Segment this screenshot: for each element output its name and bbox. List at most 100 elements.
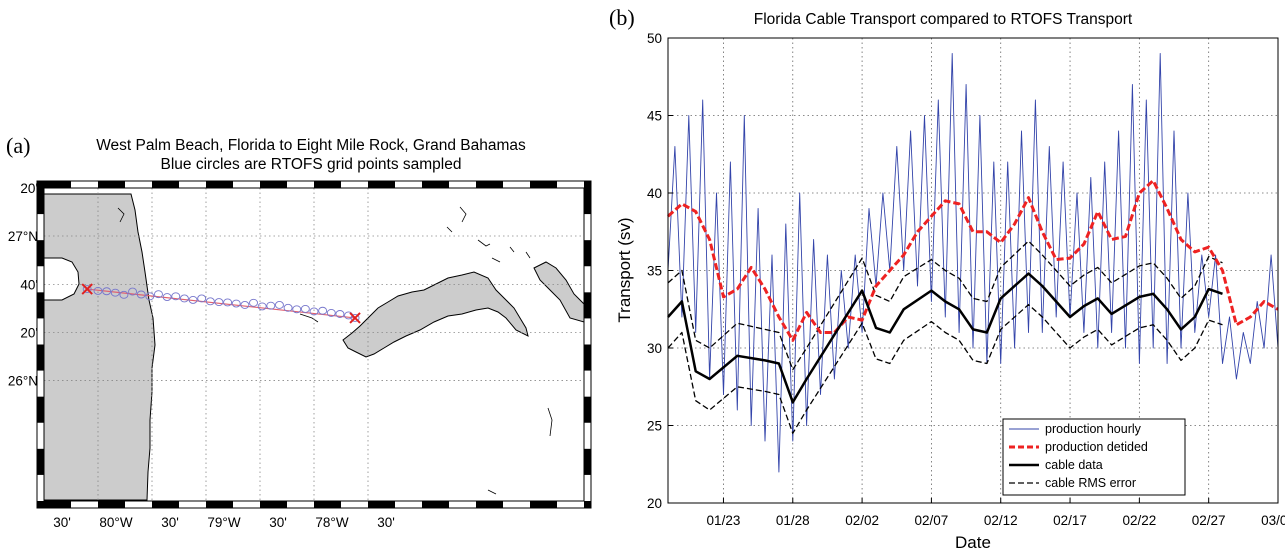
map-frame-segment: [260, 181, 287, 188]
legend-box: [1002, 418, 1186, 496]
map-x-tick-label: 80°W: [99, 515, 132, 530]
map-x-tick-label: 79°W: [207, 515, 240, 530]
map-frame-segment: [584, 188, 591, 215]
map-frame-segment: [314, 501, 341, 508]
map-x-tick-label: 30': [377, 515, 395, 530]
x-tick-label: 02/12: [984, 513, 1018, 528]
panel-b-title: Florida Cable Transport compared to RTOF…: [754, 11, 1133, 28]
map-frame-segment: [44, 181, 71, 188]
rtofs-grid-point: [292, 305, 302, 314]
panel-a-title-line2: Blue circles are RTOFS grid points sampl…: [161, 156, 462, 173]
map-frame-corner: [37, 501, 44, 508]
rtofs-grid-point: [145, 292, 155, 301]
rtofs-grid-point: [128, 287, 138, 296]
rtofs-grid-point: [274, 301, 284, 309]
rtofs-grid-point: [335, 310, 345, 318]
panel-a-title-line1: West Palm Beach, Florida to Eight Mile R…: [96, 137, 526, 154]
map-frame-segment: [314, 181, 341, 188]
rtofs-grid-point: [326, 308, 336, 317]
rtofs-grid-point: [197, 294, 207, 303]
x-tick-label: 02/17: [1053, 513, 1087, 528]
rtofs-grid-point: [171, 292, 181, 301]
rtofs-grid-point: [102, 287, 112, 296]
endpoint-x-stroke: [81, 283, 93, 295]
map-x-tick-label: 30': [161, 515, 179, 530]
map-frame-segment: [44, 501, 71, 508]
map-frame-segment: [37, 448, 44, 475]
y-tick-label: 30: [647, 341, 662, 356]
map-frame-segment: [584, 344, 591, 371]
rtofs-grid-point: [119, 290, 129, 299]
map-frame-segment: [530, 501, 557, 508]
rtofs-grid-point: [188, 295, 198, 304]
rtofs-grid-point: [309, 307, 319, 316]
legend-label-detided: production detided: [1045, 440, 1148, 454]
map-x-tick-label: 30': [269, 515, 287, 530]
map-frame-segment: [530, 181, 557, 188]
grand-bahama-island: [342, 271, 529, 358]
rtofs-grid-point: [179, 294, 189, 303]
map-frame-segment: [584, 292, 591, 319]
map-x-tick-label: 30': [53, 515, 71, 530]
y-axis-label: Transport (sv): [615, 217, 634, 322]
rtofs-grid-point: [300, 304, 310, 313]
series-cable-rms-upper: [667, 240, 1223, 371]
map-frame-segment: [476, 181, 503, 188]
rtofs-grid-point: [283, 303, 293, 312]
map-frame-segment: [37, 188, 44, 215]
panel-b-label: (b): [609, 5, 635, 30]
x-tick-label: 03/03: [1261, 513, 1285, 528]
x-tick-label: 02/22: [1122, 513, 1156, 528]
map-tick-labels: 30' 80°W 30' 79°W 30' 78°W 30' 20' 27°N 40' 20' 26°…: [8, 181, 395, 530]
rtofs-grid-point: [205, 297, 215, 306]
x-tick-label: 02/27: [1192, 513, 1226, 528]
rtofs-grid-point: [136, 290, 146, 299]
map-frame-segment: [37, 344, 44, 371]
map-y-tick-label: 26°N: [8, 373, 38, 388]
map-frame-segment: [206, 501, 233, 508]
rtofs-grid-point: [257, 302, 267, 311]
map-frame: [36, 180, 592, 509]
y-tick-label: 35: [647, 264, 662, 279]
rtofs-grid-point: [223, 298, 233, 307]
y-tick-label: 40: [647, 186, 662, 201]
map-frame-segment: [476, 501, 503, 508]
endpoint-x-marker: [81, 283, 93, 295]
map-frame-segment: [368, 501, 395, 508]
rtofs-grid-point: [162, 293, 172, 301]
map-frame-segment: [98, 501, 125, 508]
y-tick-label: 25: [647, 419, 662, 434]
map-frame-segment: [37, 240, 44, 267]
map-frame-segment: [260, 501, 287, 508]
endpoint-x-marker: [349, 312, 361, 324]
rtofs-grid-point: [82, 285, 92, 294]
map-frame-segment: [584, 240, 591, 267]
y-tick-label: 45: [647, 109, 662, 124]
map-gridlines: [44, 188, 584, 501]
rtofs-grid-point: [249, 298, 258, 307]
map-frame-segment: [206, 181, 233, 188]
coastline-fragments: [117, 206, 553, 495]
legend-label-hourly: production hourly: [1045, 422, 1142, 436]
florida-landmass: [43, 193, 156, 501]
panel-b-chart: (b) Florida Cable Transport compared to …: [609, 5, 1285, 552]
cable-route: [81, 283, 361, 324]
rtofs-grid-point: [93, 286, 103, 295]
chart-series: [667, 53, 1279, 473]
map-frame-corner: [37, 181, 44, 188]
map-frame-segment: [152, 181, 179, 188]
chart-ticks: 01/23 01/28 02/02 02/07 02/12 02/17 02/22 02/27…: [647, 31, 1285, 528]
map-frame-segment: [37, 292, 44, 319]
map-frame-segment: [98, 181, 125, 188]
map-frame-segment: [422, 181, 449, 188]
x-tick-label: 02/07: [915, 513, 949, 528]
map-frame-segment: [37, 396, 44, 423]
legend: production hourly production detided cab…: [1002, 418, 1186, 496]
map-frame-segment: [152, 501, 179, 508]
rtofs-grid-point: [318, 306, 328, 315]
lake-okeechobee: [43, 257, 80, 301]
legend-label-cable: cable data: [1045, 458, 1103, 472]
legend-label-rms: cable RMS error: [1045, 476, 1136, 490]
rtofs-grid-point: [231, 299, 241, 308]
